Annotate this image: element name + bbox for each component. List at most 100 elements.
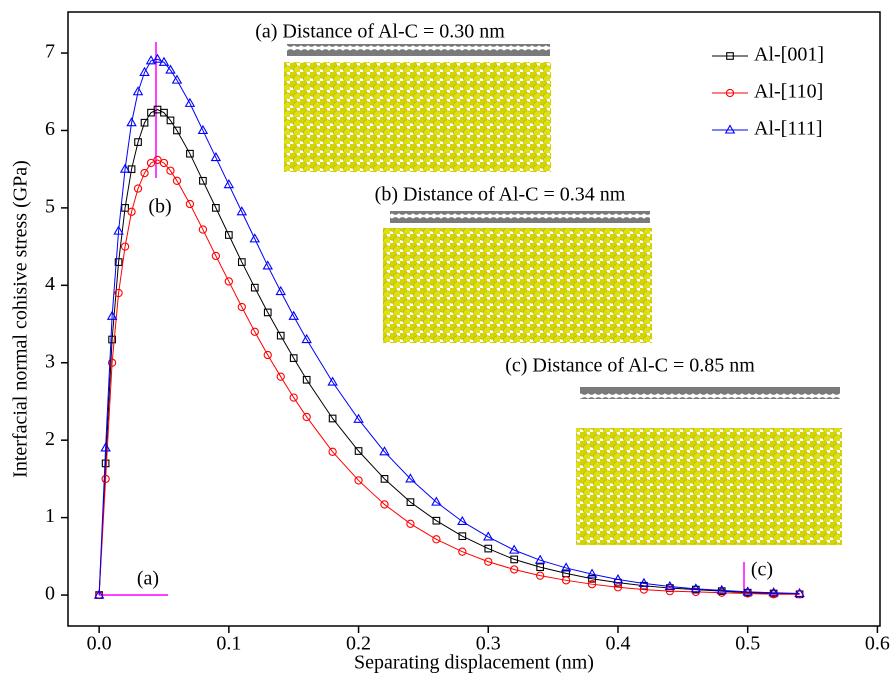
x-tick-label: 0.1 xyxy=(216,633,241,655)
marker xyxy=(211,251,221,261)
marker xyxy=(146,158,156,168)
marker xyxy=(166,116,175,125)
series-line xyxy=(98,159,800,596)
marker xyxy=(159,158,169,168)
annotation: (c) xyxy=(751,559,773,581)
marker xyxy=(126,117,137,127)
marker xyxy=(289,393,298,402)
x-tick-label: 0.5 xyxy=(735,633,760,655)
series xyxy=(93,53,805,599)
marker xyxy=(250,283,259,292)
marker xyxy=(172,176,182,185)
marker xyxy=(794,587,805,598)
y-tick-label: 7 xyxy=(45,41,55,63)
x-tick-label: 0.4 xyxy=(605,633,630,655)
marker xyxy=(249,233,261,243)
marker xyxy=(690,583,702,593)
marker xyxy=(160,108,168,117)
marker xyxy=(275,285,286,296)
marker xyxy=(432,516,441,525)
marker xyxy=(353,413,364,423)
marker xyxy=(536,571,545,580)
marker xyxy=(139,66,150,76)
marker xyxy=(185,199,195,209)
x-tick-label: 0.3 xyxy=(476,633,501,655)
annotation: (b) xyxy=(148,196,171,218)
marker xyxy=(276,372,285,381)
marker xyxy=(120,242,130,251)
marker xyxy=(432,535,441,544)
legend-label: Al-[111] xyxy=(754,118,823,140)
marker xyxy=(186,149,194,158)
marker xyxy=(236,206,248,216)
marker xyxy=(612,573,624,584)
y-tick-label: 2 xyxy=(45,428,55,450)
carbon-layer xyxy=(287,44,550,56)
marker xyxy=(586,568,598,578)
marker xyxy=(119,163,131,173)
marker xyxy=(223,179,235,189)
marker xyxy=(510,565,519,574)
marker xyxy=(742,586,753,596)
y-tick-label: 0 xyxy=(45,583,55,605)
marker xyxy=(237,302,246,312)
marker xyxy=(328,447,337,456)
marker xyxy=(224,231,233,239)
marker xyxy=(127,207,136,216)
marker xyxy=(100,442,111,452)
marker xyxy=(458,532,467,541)
marker xyxy=(457,515,468,526)
marker xyxy=(726,52,734,60)
x-tick-label: 0.0 xyxy=(87,633,112,655)
marker xyxy=(250,327,259,336)
plot-frame xyxy=(67,11,881,627)
marker xyxy=(405,473,416,483)
marker xyxy=(380,475,389,483)
marker xyxy=(588,574,596,583)
marker xyxy=(133,184,143,193)
marker xyxy=(354,476,363,485)
marker xyxy=(484,544,493,553)
marker xyxy=(327,376,338,386)
legend-label: Al-[001] xyxy=(754,44,824,66)
marker xyxy=(108,335,116,344)
legend-label: Al-[110] xyxy=(754,81,823,103)
marker xyxy=(288,310,299,320)
marker xyxy=(561,576,571,585)
marker xyxy=(716,584,728,594)
marker xyxy=(171,74,183,84)
marker xyxy=(613,583,623,592)
y-tick-label: 4 xyxy=(45,273,55,295)
marker xyxy=(638,577,650,587)
carbon-layer xyxy=(390,211,650,223)
marker xyxy=(587,580,597,589)
marker xyxy=(106,310,118,320)
marker xyxy=(140,168,149,178)
marker xyxy=(184,97,196,107)
marker xyxy=(153,155,162,165)
marker xyxy=(302,375,311,384)
marker xyxy=(534,554,546,564)
marker xyxy=(536,563,545,572)
x-tick-label: 0.2 xyxy=(346,633,371,655)
annotation: (a) xyxy=(137,568,159,590)
marker xyxy=(166,166,175,175)
marker xyxy=(328,414,337,423)
marker xyxy=(145,55,157,65)
marker xyxy=(198,225,208,234)
marker xyxy=(725,88,735,98)
marker xyxy=(276,331,285,340)
marker xyxy=(768,587,779,597)
carbon-layer xyxy=(580,387,840,399)
marker xyxy=(197,124,209,135)
marker xyxy=(173,126,181,135)
y-axis-label: Interfacial normal cohisive stress (GPa) xyxy=(10,160,32,478)
marker xyxy=(134,138,142,146)
marker xyxy=(510,555,519,564)
marker xyxy=(483,531,494,541)
annotation: (c) Distance of Al-C = 0.85 nm xyxy=(505,355,755,377)
y-tick-label: 1 xyxy=(45,505,55,527)
marker xyxy=(132,86,144,96)
